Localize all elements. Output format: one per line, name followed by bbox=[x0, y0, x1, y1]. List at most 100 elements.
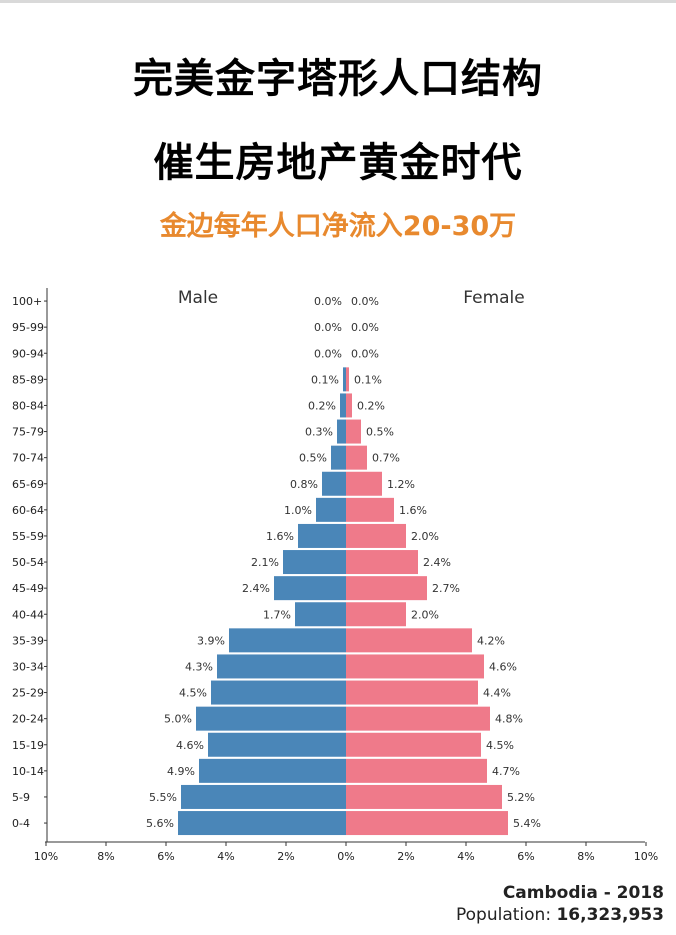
male-value-label: 4.3% bbox=[185, 660, 213, 673]
age-group-label: 0-4 bbox=[12, 817, 30, 830]
male-value-label: 1.6% bbox=[266, 530, 294, 543]
legend-female: Female bbox=[463, 288, 524, 308]
female-value-label: 0.1% bbox=[354, 373, 382, 386]
male-value-label: 1.7% bbox=[263, 608, 291, 621]
female-bar bbox=[346, 706, 490, 731]
male-bar bbox=[295, 602, 346, 627]
x-tick-label: 0% bbox=[337, 850, 354, 863]
female-value-label: 0.2% bbox=[357, 399, 385, 412]
country-year-label: Cambodia - 2018 bbox=[502, 883, 664, 903]
male-bar bbox=[199, 758, 346, 783]
subtitle: 金边每年人口净流入20-30万 bbox=[159, 211, 517, 242]
male-bar bbox=[196, 706, 346, 731]
female-bar bbox=[346, 811, 508, 836]
male-value-label: 1.0% bbox=[284, 504, 312, 517]
female-bar bbox=[346, 628, 472, 653]
age-group-label: 15-19 bbox=[12, 739, 44, 752]
male-bar bbox=[343, 367, 346, 392]
female-value-label: 0.7% bbox=[372, 452, 400, 465]
male-value-label: 5.5% bbox=[149, 791, 177, 804]
female-bar bbox=[346, 367, 349, 392]
male-bar bbox=[283, 550, 346, 575]
male-bar bbox=[322, 471, 346, 496]
x-tick-label: 6% bbox=[157, 850, 174, 863]
female-value-label: 2.4% bbox=[423, 556, 451, 569]
female-value-label: 2.7% bbox=[432, 582, 460, 595]
x-tick-label: 8% bbox=[577, 850, 594, 863]
population-label-text: Population: bbox=[456, 905, 557, 925]
age-group-label: 90-94 bbox=[12, 347, 44, 360]
female-value-label: 4.8% bbox=[495, 713, 523, 726]
population-pyramid-chart: Male Female 100+ 0.0% 0.0% 95-99 0.0% 0.0% 90-94… bbox=[12, 288, 658, 863]
female-value-label: 1.2% bbox=[387, 478, 415, 491]
female-bar bbox=[346, 471, 382, 496]
male-value-label: 0.0% bbox=[314, 321, 342, 334]
male-value-label: 0.0% bbox=[314, 347, 342, 360]
x-tick-label: 8% bbox=[97, 850, 114, 863]
top-rule bbox=[0, 0, 676, 3]
male-value-label: 4.6% bbox=[176, 739, 204, 752]
male-bar bbox=[211, 680, 346, 705]
age-group-label: 20-24 bbox=[12, 713, 44, 726]
female-value-label: 1.6% bbox=[399, 504, 427, 517]
male-bar bbox=[229, 628, 346, 653]
x-tick-label: 2% bbox=[277, 850, 294, 863]
age-group-label: 75-79 bbox=[12, 426, 44, 439]
female-value-label: 2.0% bbox=[411, 608, 439, 621]
age-group-label: 40-44 bbox=[12, 608, 44, 621]
female-value-label: 5.2% bbox=[507, 791, 535, 804]
female-bar bbox=[346, 497, 394, 522]
x-tick-label: 6% bbox=[517, 850, 534, 863]
female-bar bbox=[346, 576, 427, 601]
male-value-label: 0.2% bbox=[308, 399, 336, 412]
female-value-label: 0.0% bbox=[351, 321, 379, 334]
female-value-label: 0.5% bbox=[366, 426, 394, 439]
male-value-label: 0.0% bbox=[314, 295, 342, 308]
male-value-label: 4.5% bbox=[179, 687, 207, 700]
age-group-label: 65-69 bbox=[12, 478, 44, 491]
female-value-label: 4.5% bbox=[486, 739, 514, 752]
male-value-label: 0.5% bbox=[299, 452, 327, 465]
male-bar bbox=[181, 784, 346, 809]
age-group-label: 50-54 bbox=[12, 556, 44, 569]
title-line-1: 完美金字塔形人口结构 bbox=[133, 56, 543, 102]
male-bar bbox=[274, 576, 346, 601]
female-bar bbox=[346, 419, 361, 444]
title-line-2: 催生房地产黄金时代 bbox=[153, 140, 523, 186]
female-value-label: 4.6% bbox=[489, 660, 517, 673]
female-value-label: 0.0% bbox=[351, 295, 379, 308]
female-bar bbox=[346, 654, 484, 679]
female-value-label: 2.0% bbox=[411, 530, 439, 543]
age-group-label: 5-9 bbox=[12, 791, 30, 804]
population-label: Population: 16,323,953 bbox=[456, 905, 664, 925]
female-bar bbox=[346, 732, 481, 757]
x-tick-label: 4% bbox=[217, 850, 234, 863]
male-value-label: 2.1% bbox=[251, 556, 279, 569]
male-bar bbox=[316, 497, 346, 522]
male-value-label: 4.9% bbox=[167, 765, 195, 778]
age-group-label: 10-14 bbox=[12, 765, 44, 778]
female-bar bbox=[346, 758, 487, 783]
age-group-label: 25-29 bbox=[12, 687, 44, 700]
male-value-label: 2.4% bbox=[242, 582, 270, 595]
female-value-label: 4.2% bbox=[477, 634, 505, 647]
male-bar bbox=[298, 523, 346, 548]
male-bar bbox=[178, 811, 346, 836]
male-value-label: 0.3% bbox=[305, 426, 333, 439]
female-value-label: 4.4% bbox=[483, 687, 511, 700]
male-value-label: 5.0% bbox=[164, 713, 192, 726]
female-bar bbox=[346, 680, 478, 705]
age-group-label: 85-89 bbox=[12, 373, 44, 386]
age-group-label: 70-74 bbox=[12, 452, 44, 465]
age-group-label: 45-49 bbox=[12, 582, 44, 595]
x-tick-label: 10% bbox=[634, 850, 658, 863]
female-bar bbox=[346, 393, 352, 418]
age-group-label: 100+ bbox=[12, 295, 42, 308]
female-bar bbox=[346, 602, 406, 627]
female-value-label: 5.4% bbox=[513, 817, 541, 830]
male-value-label: 0.1% bbox=[311, 373, 339, 386]
male-bar bbox=[337, 419, 346, 444]
age-group-label: 55-59 bbox=[12, 530, 44, 543]
x-tick-label: 4% bbox=[457, 850, 474, 863]
female-value-label: 0.0% bbox=[351, 347, 379, 360]
